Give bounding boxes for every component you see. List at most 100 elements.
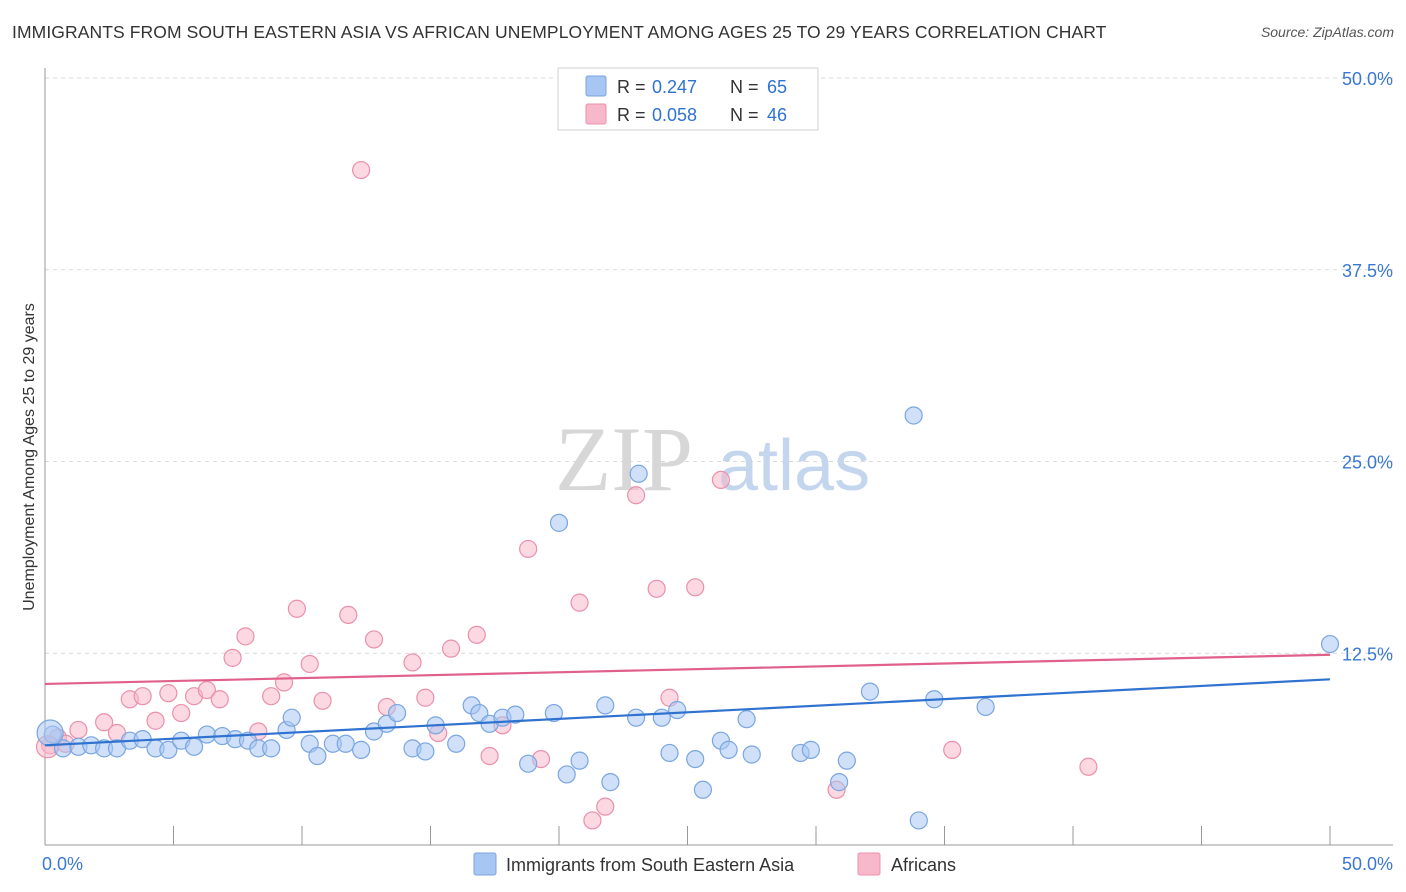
sea-point xyxy=(830,773,849,792)
x-tick-labels: 0.0% 50.0% xyxy=(42,854,1393,874)
x-tick-label-max: 50.0% xyxy=(1342,854,1393,874)
sea-point xyxy=(336,734,355,753)
africans-point xyxy=(441,639,461,658)
legend-swatch-sea xyxy=(585,75,607,97)
sea-point xyxy=(737,710,756,729)
legend-swatch-africans xyxy=(585,103,607,125)
africans-point xyxy=(300,654,319,674)
sea-point xyxy=(801,740,820,759)
sea-point xyxy=(686,749,705,769)
sea-point xyxy=(626,708,646,727)
series-africans-points xyxy=(35,160,1098,830)
sea-point xyxy=(447,734,466,753)
africans-point xyxy=(172,703,191,723)
legend-bottom-label-africans: Africans xyxy=(891,855,956,875)
africans-point xyxy=(1079,757,1098,776)
y-tick-label: 50.0% xyxy=(1342,69,1393,89)
sea-point xyxy=(570,751,589,770)
legend-bottom-swatch-africans xyxy=(857,852,881,876)
sea-point xyxy=(652,708,671,727)
sea-point xyxy=(549,513,569,532)
sea-point xyxy=(557,765,576,784)
africans-point xyxy=(647,579,666,598)
sea-point xyxy=(519,754,538,773)
sea-point xyxy=(506,705,525,724)
sea-point xyxy=(197,725,217,744)
sea-point xyxy=(184,737,204,756)
sea-point xyxy=(1320,634,1340,654)
africans-point xyxy=(223,648,242,667)
africans-point xyxy=(626,486,646,505)
sea-point xyxy=(262,739,281,758)
africans-point xyxy=(159,684,178,703)
sea-point xyxy=(308,746,327,766)
africans-point xyxy=(711,470,731,490)
sea-point xyxy=(837,751,856,770)
sea-point xyxy=(387,703,407,723)
watermark: ZIP atlas xyxy=(555,408,870,510)
legend-n-value-africans: 46 xyxy=(767,105,787,125)
sea-point xyxy=(629,464,648,483)
legend-n-label-africans: N = xyxy=(730,105,759,125)
watermark-atlas: atlas xyxy=(718,426,870,506)
legend-n-value-sea: 65 xyxy=(767,77,787,97)
africans-point xyxy=(480,746,499,766)
africans-point xyxy=(146,711,165,730)
sea-point xyxy=(904,406,923,425)
series-legend: Immigrants from South Eastern Asia Afric… xyxy=(473,852,956,876)
stats-legend: R = 0.247 N = 65 R = 0.058 N = 46 xyxy=(557,67,819,131)
africans-point xyxy=(596,797,615,816)
y-tick-label: 37.5% xyxy=(1342,261,1393,281)
y-tick-labels: 12.5% 25.0% 37.5% 50.0% xyxy=(1342,69,1393,664)
africans-point xyxy=(69,720,88,740)
x-tick-label-min: 0.0% xyxy=(42,854,83,874)
legend-r-value-africans: 0.058 xyxy=(652,105,697,125)
sea-point xyxy=(668,700,687,720)
africans-point xyxy=(352,160,371,180)
africans-point xyxy=(403,653,422,672)
africans-point xyxy=(210,690,229,709)
legend-n-label-sea: N = xyxy=(730,77,759,97)
watermark-zip: ZIP xyxy=(555,408,693,510)
africans-point xyxy=(583,811,602,830)
axes xyxy=(44,68,1393,846)
sea-point xyxy=(909,811,928,830)
sea-point-cluster xyxy=(36,719,64,747)
africans-point xyxy=(339,605,358,625)
source-credit: Source: ZipAtlas.com xyxy=(1260,24,1394,40)
trend-lines xyxy=(44,653,1331,747)
sea-trend-line xyxy=(44,678,1331,747)
sea-point xyxy=(159,740,178,759)
series-sea-points xyxy=(36,406,1340,830)
y-tick-label: 12.5% xyxy=(1342,644,1393,664)
sea-point xyxy=(282,708,301,727)
africans-point xyxy=(570,593,589,612)
africans-point xyxy=(236,627,255,646)
africans-point xyxy=(313,691,332,710)
africans-point xyxy=(943,740,962,759)
legend-bottom-label-sea: Immigrants from South Eastern Asia xyxy=(506,855,795,875)
africans-point xyxy=(416,688,435,707)
sea-point xyxy=(601,773,620,792)
sea-point xyxy=(416,742,435,761)
legend-r-label-sea: R = xyxy=(617,77,646,97)
africans-point xyxy=(467,625,486,644)
sea-point xyxy=(544,703,563,723)
sea-point xyxy=(742,745,761,764)
legend-bottom-swatch-sea xyxy=(473,852,497,876)
africans-point xyxy=(686,578,705,597)
africans-point xyxy=(133,687,152,706)
sea-point xyxy=(596,696,615,715)
y-tick-label: 25.0% xyxy=(1342,453,1393,473)
chart-title: IMMIGRANTS FROM SOUTH EASTERN ASIA VS AF… xyxy=(12,22,1107,42)
sea-point xyxy=(860,682,880,701)
gridlines xyxy=(45,77,1393,654)
sea-point xyxy=(660,743,679,763)
sea-point xyxy=(976,697,995,717)
africans-point xyxy=(519,539,538,559)
africans-point xyxy=(197,680,217,700)
africans-point xyxy=(95,713,114,732)
legend-r-label-africans: R = xyxy=(617,105,646,125)
africans-point xyxy=(287,599,306,618)
